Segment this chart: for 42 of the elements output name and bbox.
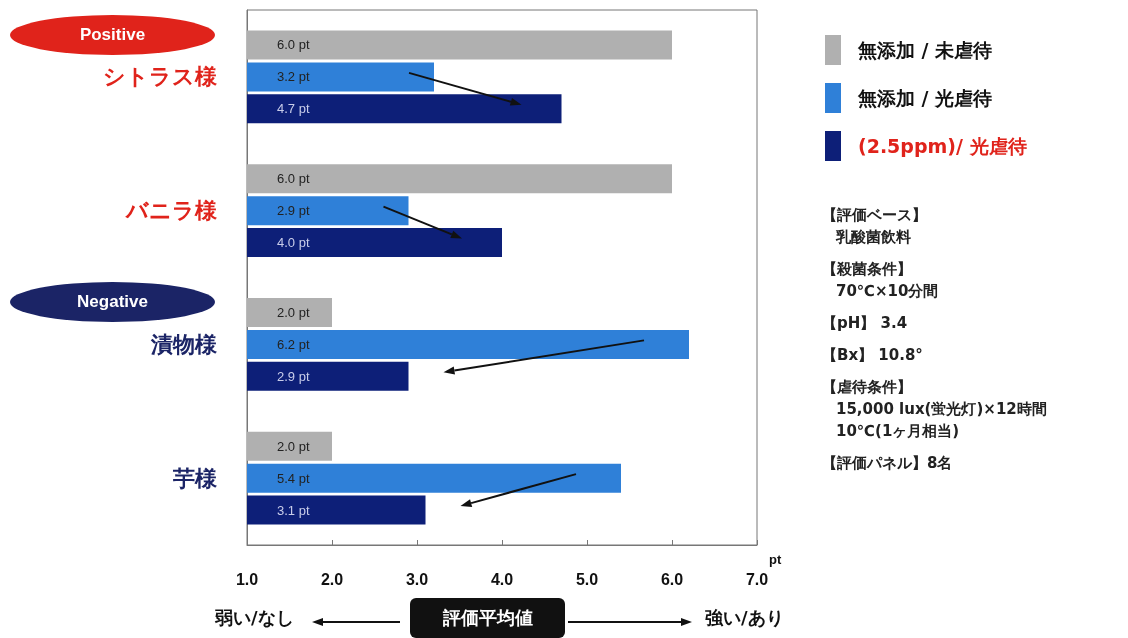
text: 【殺菌条件】: [822, 259, 912, 279]
data-label: 6.0 pt: [277, 37, 310, 53]
data-label: 6.2 pt: [277, 336, 310, 352]
x-tick-label: 4.0: [490, 570, 514, 588]
text: 【評価パネル】8名: [822, 453, 953, 473]
text: 評価平均値: [410, 598, 565, 638]
data-label: 2.9 pt: [277, 203, 310, 219]
text: Positive: [10, 14, 215, 55]
x-tick-label: 2.0: [320, 570, 344, 588]
y-tick-label: 漬物様: [150, 331, 218, 357]
text: 乳酸菌飲料: [836, 227, 911, 247]
text: 【pH】 3.4: [822, 313, 908, 333]
x-axis-title: pt: [769, 552, 782, 567]
data-label: 4.0 pt: [277, 235, 310, 251]
text: 【Bx】 10.8°: [822, 345, 923, 365]
data-label: 2.9 pt: [277, 368, 310, 384]
y-tick-label: 芋様: [172, 465, 218, 491]
text: 10℃(1ヶ月相当): [836, 421, 960, 441]
legend-label: 無添加 / 未虐待: [857, 39, 993, 61]
data-label: 5.4 pt: [277, 470, 310, 486]
data-label: 2.0 pt: [277, 304, 310, 320]
text: Negative: [10, 282, 215, 323]
data-label: 6.0 pt: [277, 171, 310, 187]
text: 【評価ベース】: [822, 205, 927, 225]
text: 70℃×10分間: [836, 281, 939, 301]
x-tick-label: 1.0: [235, 570, 259, 588]
x-tick-label: 5.0: [575, 570, 599, 588]
legend-label: (2.5ppm)/ 光虐待: [858, 135, 1027, 157]
x-tick-label: 3.0: [405, 570, 429, 588]
legend-label: 無添加 / 光虐待: [857, 87, 993, 109]
text: 【虐待条件】: [822, 377, 912, 397]
data-label: 3.2 pt: [277, 69, 310, 85]
y-tick-label: バニラ様: [124, 198, 218, 224]
data-label: 4.7 pt: [277, 101, 310, 117]
text: 弱い/なし: [215, 606, 294, 630]
y-tick-label: シトラス様: [103, 64, 218, 90]
x-tick-label: 6.0: [660, 570, 684, 588]
data-label: 3.1 pt: [277, 502, 310, 518]
data-label: 2.0 pt: [277, 438, 310, 454]
text: 15,000 lux(蛍光灯)×12時間: [836, 399, 1047, 419]
x-tick-label: 7.0: [745, 570, 769, 588]
text: 強い/あり: [705, 606, 784, 630]
